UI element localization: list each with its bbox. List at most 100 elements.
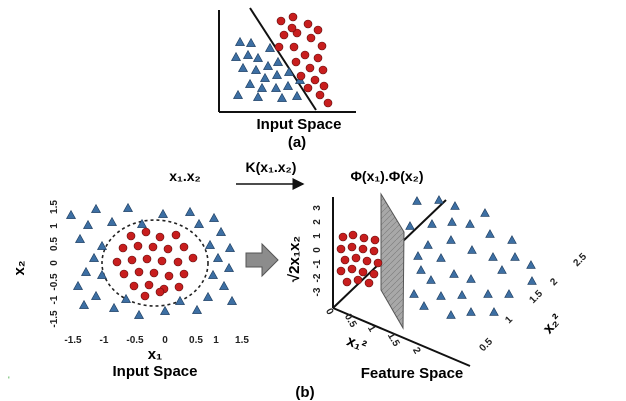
feature-circle-points bbox=[336, 230, 383, 288]
decision-boundary-circle bbox=[101, 219, 209, 307]
triangle-point bbox=[485, 229, 495, 238]
circle-point bbox=[310, 75, 320, 85]
left-y-tick-label: 0 bbox=[49, 260, 60, 266]
triangle-point bbox=[136, 218, 148, 228]
panel-b-input-space: 1.5 1 0.5 0 -0.5 -1 -1.5 -1.5 -1 -0.5 0 0.5 1 1.5 x₂… bbox=[11, 200, 249, 380]
feature-x2-axis-label: x₂² bbox=[540, 311, 566, 337]
triangle-point bbox=[272, 56, 284, 66]
feature-x1-tick-label: 0.5 bbox=[342, 312, 359, 330]
triangle-point bbox=[174, 295, 186, 305]
triangle-point bbox=[426, 275, 436, 284]
circle-point bbox=[351, 253, 361, 263]
input-product-formula: x₁.x₂ bbox=[169, 168, 200, 184]
circle-point bbox=[289, 42, 299, 52]
circle-point bbox=[174, 282, 184, 292]
feature-x1-tick-label: 0 bbox=[323, 307, 336, 318]
left-y-axis-label: x₂ bbox=[11, 260, 28, 275]
feature-x1-tick-label: 2 bbox=[410, 346, 423, 357]
triangle-point bbox=[212, 252, 224, 262]
triangle-point bbox=[122, 202, 134, 212]
feature-x1-tick-label: 1 bbox=[365, 324, 378, 335]
circle-point bbox=[126, 231, 136, 241]
triangle-point bbox=[271, 69, 283, 79]
triangle-point bbox=[405, 221, 415, 230]
circle-point bbox=[141, 227, 151, 237]
triangle-point bbox=[480, 208, 490, 217]
circle-point bbox=[140, 291, 150, 301]
triangle-point bbox=[497, 265, 507, 274]
triangle-point bbox=[223, 262, 235, 272]
circle-point bbox=[336, 244, 346, 254]
triangle-point bbox=[80, 266, 92, 276]
circle-point bbox=[144, 280, 154, 290]
circle-point bbox=[340, 255, 350, 265]
triangle-point bbox=[413, 251, 423, 260]
left-x-axis-label: x₁ bbox=[148, 346, 163, 363]
triangle-point bbox=[416, 265, 426, 274]
circle-point bbox=[129, 281, 139, 291]
triangle-point bbox=[450, 201, 460, 210]
circle-point bbox=[336, 266, 346, 276]
triangle-point bbox=[423, 240, 433, 249]
circle-point bbox=[157, 256, 167, 266]
triangle-point bbox=[232, 89, 244, 99]
feature-x2-tick-label: 2.5 bbox=[571, 251, 589, 269]
triangle-point bbox=[466, 274, 476, 283]
triangle-point bbox=[427, 219, 437, 228]
triangle-point bbox=[237, 62, 249, 72]
circle-point bbox=[288, 12, 298, 22]
feature-x2-tick-label: 0.5 bbox=[477, 336, 495, 354]
triangle-point bbox=[256, 82, 268, 92]
separating-hyperplane bbox=[380, 192, 405, 330]
panel-b-caption: (b) bbox=[295, 384, 314, 401]
circle-point bbox=[149, 268, 159, 278]
triangle-point bbox=[96, 240, 108, 250]
circle-point bbox=[358, 244, 368, 254]
circle-point bbox=[347, 264, 357, 274]
triangle-point bbox=[78, 299, 90, 309]
triangle-point bbox=[157, 208, 169, 218]
kernel-formula: K(x₁.x₂) bbox=[246, 159, 297, 175]
circle-point bbox=[173, 257, 183, 267]
triangle-point bbox=[291, 90, 303, 100]
circle-point bbox=[373, 258, 383, 268]
circle-point bbox=[287, 23, 297, 33]
circle-point bbox=[133, 241, 143, 251]
feature-vertical-axis-label: √2x₁x₂ bbox=[286, 236, 303, 282]
triangle-point bbox=[526, 260, 536, 269]
feature-x1-axis bbox=[332, 307, 471, 367]
triangle-point bbox=[419, 301, 429, 310]
triangle-point bbox=[436, 253, 446, 262]
triangle-point bbox=[184, 206, 196, 216]
left-y-tick-label: 1.5 bbox=[49, 200, 60, 214]
circle-point bbox=[164, 271, 174, 281]
left-x-tick-label: 0.5 bbox=[189, 335, 203, 346]
circle-point bbox=[188, 253, 198, 263]
circle-point bbox=[364, 278, 374, 288]
left-space-label: Input Space bbox=[112, 363, 197, 380]
circle-point bbox=[347, 242, 357, 252]
triangle-point bbox=[483, 289, 493, 298]
mapping-arrow bbox=[245, 242, 279, 278]
triangle-point bbox=[244, 78, 256, 88]
triangle-point bbox=[108, 302, 120, 312]
feature-triangle-points bbox=[405, 195, 537, 319]
triangle-point bbox=[465, 219, 475, 228]
feature-x2-tick-label: 2 bbox=[548, 276, 560, 288]
feature-vertical-tick-label: 1 bbox=[312, 233, 323, 239]
triangle-point bbox=[207, 269, 219, 279]
triangle-point bbox=[527, 276, 537, 285]
feature-vertical-ticks: 3 2 1 0 -1 -2 -3 bbox=[312, 205, 323, 297]
left-y-tick-label: -1.5 bbox=[49, 310, 60, 328]
triangle-point bbox=[252, 52, 264, 62]
triangle-point bbox=[72, 280, 84, 290]
feature-x2-tick-label: 1 bbox=[503, 314, 515, 326]
circle-point bbox=[358, 267, 368, 277]
circle-point bbox=[317, 41, 327, 51]
circle-point bbox=[338, 232, 348, 242]
panel-a-separator-line bbox=[249, 7, 317, 111]
triangle-point bbox=[436, 291, 446, 300]
circle-point bbox=[112, 257, 122, 267]
circle-point bbox=[274, 42, 284, 52]
